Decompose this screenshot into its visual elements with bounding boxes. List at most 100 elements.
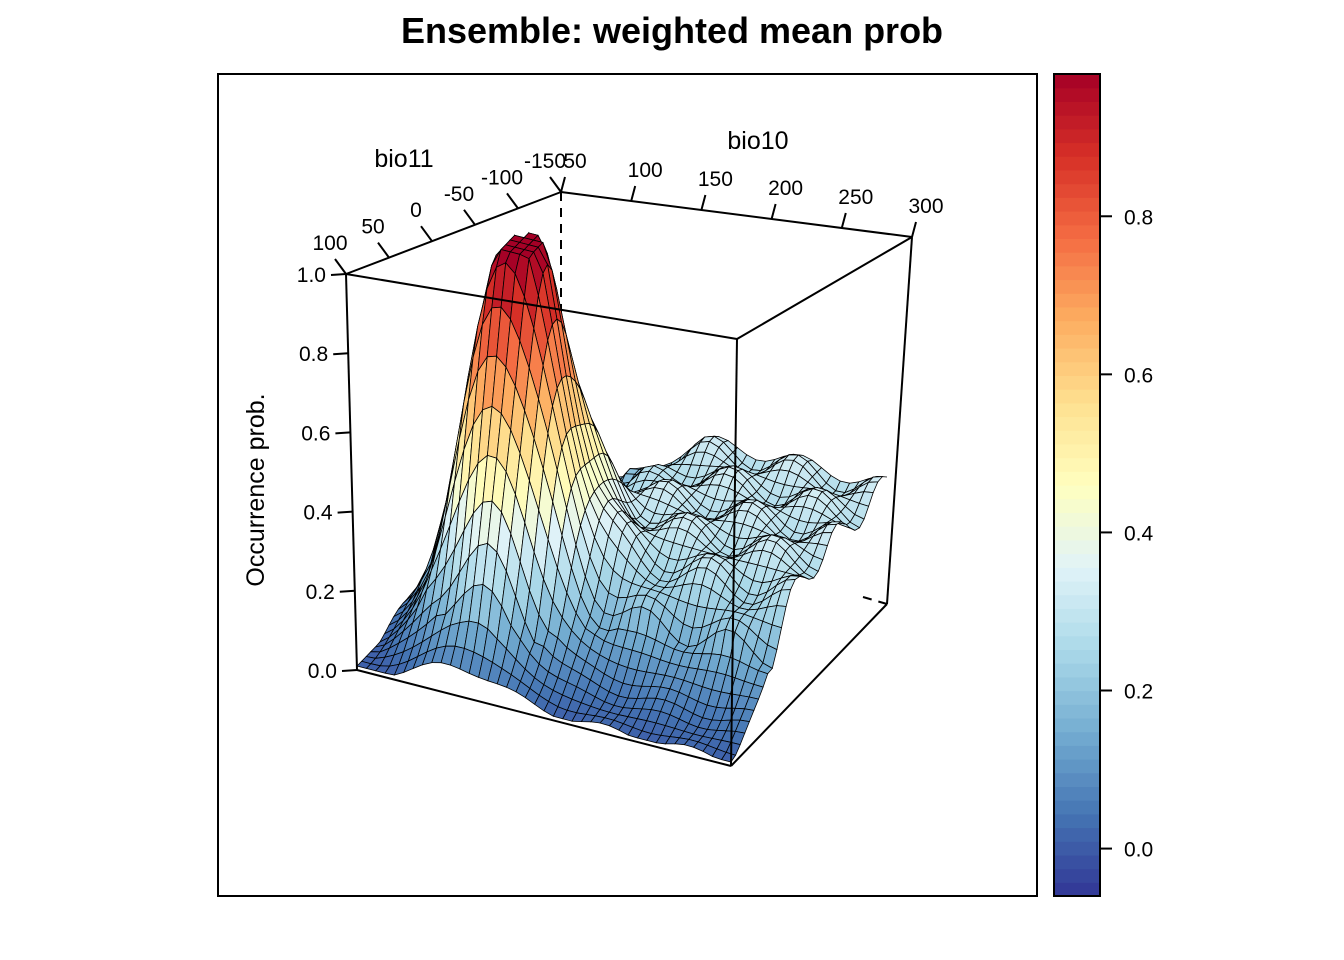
colorbar-band (1054, 567, 1100, 582)
colorbar-band (1054, 252, 1100, 267)
colorbar-frame (1053, 73, 1101, 897)
bio11-tick-label: 0 (410, 199, 422, 222)
colorbar-band (1054, 156, 1100, 171)
bio10-tick-label: 300 (908, 195, 943, 218)
colorbar-band (1054, 800, 1100, 815)
colorbar-band (1054, 827, 1100, 842)
colorbar-band (1054, 690, 1100, 705)
box-edge (730, 338, 738, 767)
bio10-tick (700, 194, 707, 211)
colorbar-tick-label: 0.6 (1124, 364, 1153, 387)
colorbar-band (1054, 348, 1100, 363)
colorbar-band (1054, 854, 1100, 870)
bio11-tick (463, 209, 476, 226)
colorbar-band (1054, 485, 1100, 500)
colorbar-band (1054, 87, 1100, 102)
bio11-tick-label: -100 (481, 166, 523, 189)
bio10-axis-label: bio10 (727, 127, 788, 155)
colorbar-band (1054, 169, 1100, 185)
bio10-tick-label: 150 (698, 168, 733, 191)
colorbar-band (1054, 539, 1100, 555)
colorbar-band (1054, 279, 1100, 294)
colorbar-band (1054, 580, 1100, 596)
bio11-axis: 100 50 0 -50 -100-150 (312, 150, 566, 275)
colorbar-band (1054, 759, 1100, 774)
colorbar-band (1054, 334, 1100, 349)
bio10-tick (770, 203, 777, 220)
bio11-tick (420, 225, 433, 242)
colorbar-band (1054, 676, 1100, 692)
colorbar-band (1054, 841, 1100, 856)
colorbar-band (1054, 717, 1100, 733)
bio10-tick-label: 200 (768, 177, 803, 200)
z-tick-label: 0.2 (306, 581, 335, 604)
colorbar-band (1054, 594, 1100, 609)
colorbar-band (1054, 115, 1100, 130)
box-edge (356, 669, 732, 767)
bio11-tick (549, 176, 562, 193)
z-tick (339, 589, 355, 593)
z-tick (335, 431, 351, 435)
box-hidden-edge (862, 596, 888, 605)
colorbar-band (1054, 608, 1100, 623)
colorbar-band (1054, 416, 1100, 431)
colorbar-band (1054, 306, 1100, 322)
colorbar-band (1054, 868, 1100, 883)
box-edge (345, 273, 358, 671)
colorbar-band (1054, 361, 1100, 376)
colorbar-band (1054, 663, 1100, 678)
z-tick-label: 0.6 (301, 422, 330, 445)
colorbar-band (1054, 389, 1100, 404)
z-tick-label: 1.0 (297, 264, 326, 287)
colorbar-band (1054, 731, 1100, 746)
z-axis: 0.0 0.2 0.4 0.6 0.8 1.0 (297, 264, 358, 683)
z-tick (337, 510, 353, 514)
box-edge (730, 603, 888, 767)
bio10-tick (840, 212, 847, 229)
z-axis-label: Occurrence prob. (242, 393, 270, 586)
colorbar-band (1054, 471, 1100, 486)
colorbar-band (1054, 183, 1100, 198)
box-edge (736, 236, 913, 340)
colorbar-band (1054, 238, 1100, 253)
colorbar-band (1054, 553, 1100, 568)
bio10-tick-label: 50 (563, 150, 586, 173)
colorbar-band (1054, 813, 1100, 829)
bio10-tick (630, 185, 637, 202)
surface-facet (867, 476, 884, 483)
z-tick-label: 0.8 (299, 343, 328, 366)
colorbar-band (1054, 128, 1100, 144)
colorbar-band (1054, 622, 1100, 637)
colorbar-band (1054, 512, 1100, 527)
box-edge (345, 273, 738, 340)
bio10-tick (560, 176, 566, 193)
colorbar-band (1054, 457, 1100, 472)
colorbar-band (1054, 402, 1100, 418)
colorbar-band (1054, 101, 1100, 116)
z-tick-label: 0.4 (303, 502, 333, 525)
bio11-axis-label: bio11 (374, 145, 433, 173)
colorbar: 0.0 0.2 0.4 0.6 0.8 (1053, 73, 1154, 897)
colorbar-band (1054, 142, 1100, 157)
colorbar-band (1054, 649, 1100, 664)
colorbar-tick-label: 0.4 (1124, 522, 1154, 545)
z-tick (333, 352, 349, 356)
colorbar-band (1054, 265, 1100, 281)
chart-title: Ensemble: weighted mean prob (400, 10, 944, 51)
colorbar-band (1054, 197, 1100, 212)
colorbar-band (1054, 74, 1100, 89)
bio11-tick-label: -150 (524, 150, 566, 173)
plot-frame (217, 73, 1038, 897)
bio10-tick-label: 250 (838, 186, 873, 209)
bio11-tick-label: 100 (312, 232, 347, 255)
box-edge (886, 236, 913, 605)
colorbar-band (1054, 882, 1100, 897)
bio11-tick (377, 242, 390, 259)
z-tick (341, 669, 358, 672)
colorbar-band (1054, 772, 1100, 787)
bio11-tick-label: 50 (361, 216, 384, 239)
z-tick (330, 273, 347, 276)
colorbar-band (1054, 320, 1100, 335)
bio11-tick (334, 258, 347, 275)
